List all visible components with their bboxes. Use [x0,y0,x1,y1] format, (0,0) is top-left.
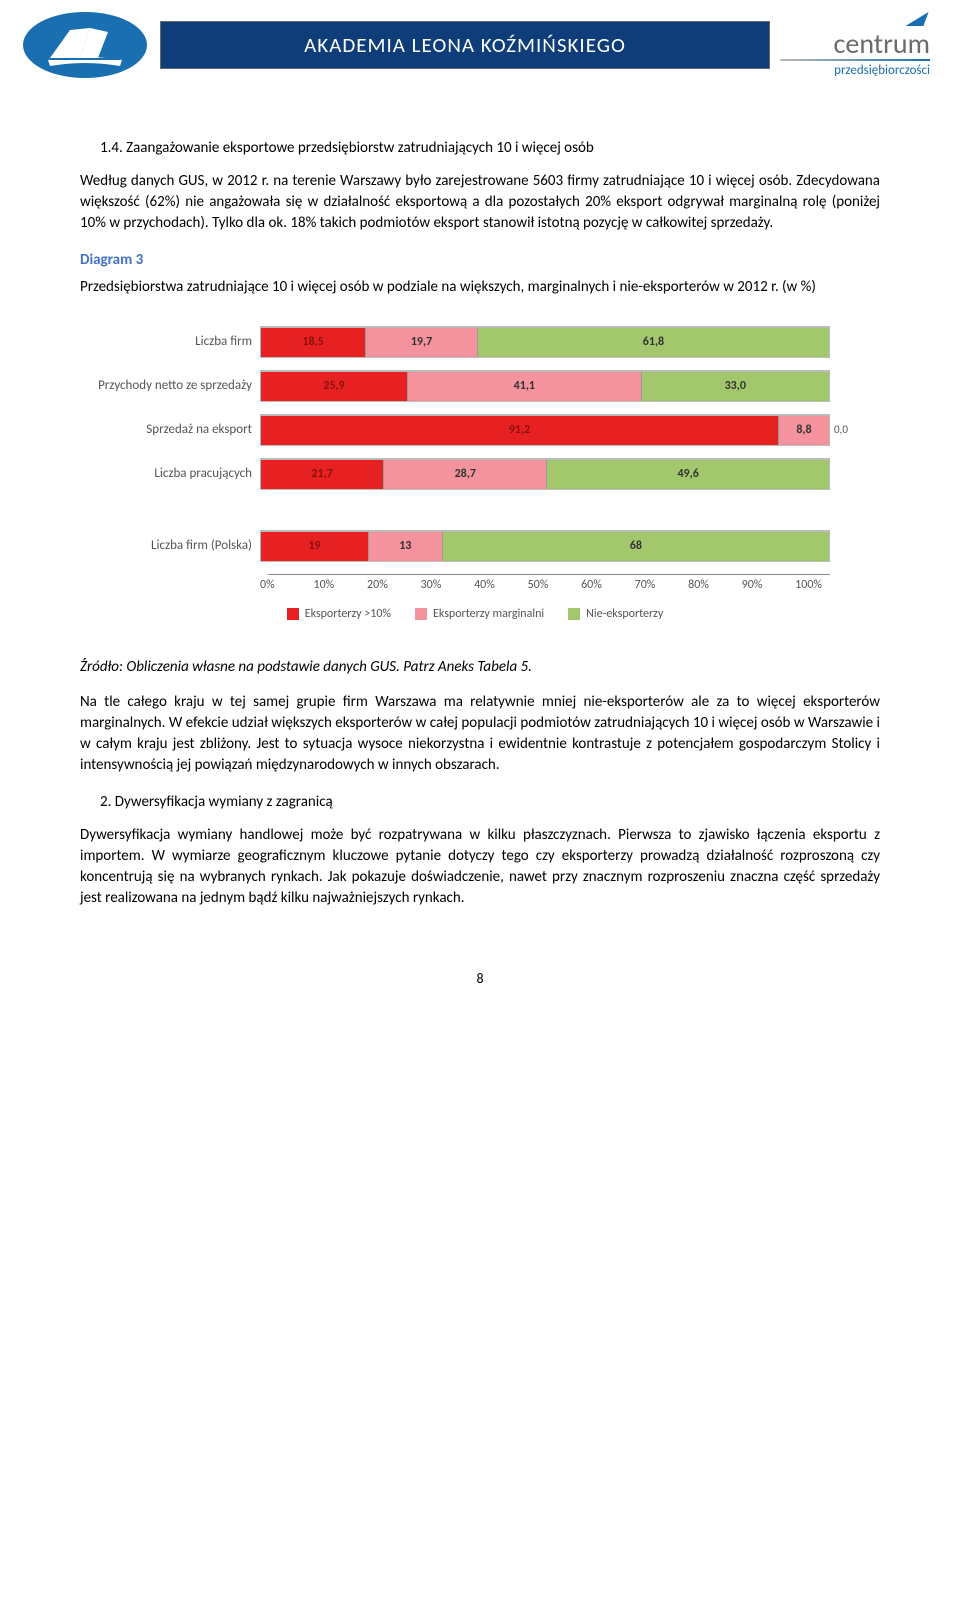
legend-item: Eksporterzy >10% [287,606,391,623]
chart-bar: 191368 [260,530,830,562]
chart-x-axis: 0%10%20%30%40%50%60%70%80%90%100% [268,574,830,594]
chart-category-label: Liczba pracujących [90,465,260,483]
chart-tick-label: 90% [742,577,796,594]
legend-item: Nie-eksporterzy [568,606,663,623]
chart-segment: 61,8 [478,328,829,357]
chart-category-label: Liczba firm [90,333,260,351]
stacked-bar-chart: Liczba firm18,519,761,8 Przychody netto z… [80,316,880,633]
section-1-4-paragraph: Według danych GUS, w 2012 r. na terenie … [80,171,880,234]
chart-row: Liczba pracujących21,728,749,6 [90,458,860,490]
kozminski-logo [20,10,150,80]
chart-row: Liczba firm (Polska)191368 [90,530,860,562]
page-number: 8 [80,969,880,989]
section-2-heading: 2. Dywersyfikacja wymiany z zagranicą [100,792,880,813]
chart-bar: 25,941,133,0 [260,370,830,402]
section-1-4-heading: 1.4. Zaangażowanie eksportowe przedsiębi… [100,138,880,159]
section-2-paragraph: Dywersyfikacja wymiany handlowej może by… [80,825,880,909]
chart-segment: 21,7 [261,460,384,489]
chart-segment: 13 [369,532,443,561]
chart-tick-label: 20% [367,577,421,594]
banner-title: AKADEMIA LEONA KOŹMIŃSKIEGO [160,21,770,69]
chart-segment: 18,5 [261,328,366,357]
chart-tick-label: 80% [688,577,742,594]
chart-bar: 91,28,8 [260,414,830,446]
source-line: Źródło: Obliczenia własne na podstawie d… [80,657,880,678]
chart-tick-label: 30% [421,577,475,594]
chart-segment: 25,9 [261,372,408,401]
chart-tick-label: 70% [635,577,689,594]
chart-segment: 19,7 [366,328,478,357]
chart-category-label: Przychody netto ze sprzedaży [90,377,260,395]
chart-segment: 19 [261,532,369,561]
chart-tick-label: 40% [474,577,528,594]
chart-segment: 28,7 [384,460,547,489]
centrum-logo: centrum przedsiębiorczości [780,12,930,77]
chart-segment: 41,1 [408,372,641,401]
chart-row: Sprzedaż na eksport91,28,80,0 [90,414,860,446]
chart-category-label: Sprzedaż na eksport [90,421,260,439]
chart-legend: Eksporterzy >10% Eksporterzy marginalni Ni… [90,606,860,623]
chart-row: Liczba firm18,519,761,8 [90,326,860,358]
chart-segment: 8,8 [779,416,829,445]
triangle-icon [905,12,928,26]
diagram-3-label: Diagram 3 [80,250,880,271]
chart-segment: 68 [443,532,829,561]
centrum-sub: przedsiębiorczości [780,63,930,78]
chart-tick-label: 10% [314,577,368,594]
chart-row: Przychody netto ze sprzedaży25,941,133,0 [90,370,860,402]
chart-tick-label: 60% [581,577,635,594]
legend-label: Eksporterzy marginalni [433,606,544,623]
page-header: AKADEMIA LEONA KOŹMIŃSKIEGO centrum prze… [0,0,960,90]
chart-tick-label: 100% [795,577,822,594]
legend-item: Eksporterzy marginalni [415,606,544,623]
legend-swatch [568,608,580,620]
chart-segment: 91,2 [261,416,779,445]
document-body: 1.4. Zaangażowanie eksportowe przedsiębi… [0,90,960,1028]
chart-tick-label: 50% [528,577,582,594]
chart-overflow-label: 0,0 [830,422,860,437]
paragraph-comparison: Na tle całego kraju w tej samej grupie f… [80,692,880,776]
legend-swatch [287,608,299,620]
diagram-3-title: Przedsiębiorstwa zatrudniające 10 i więc… [80,277,880,298]
chart-category-label: Liczba firm (Polska) [90,537,260,555]
chart-tick-label: 0% [260,577,314,594]
chart-bar: 21,728,749,6 [260,458,830,490]
chart-segment: 49,6 [547,460,829,489]
centrum-word: centrum [780,31,930,56]
legend-swatch [415,608,427,620]
chart-bar: 18,519,761,8 [260,326,830,358]
legend-label: Eksporterzy >10% [305,606,391,623]
legend-label: Nie-eksporterzy [586,606,663,623]
chart-segment: 33,0 [642,372,829,401]
